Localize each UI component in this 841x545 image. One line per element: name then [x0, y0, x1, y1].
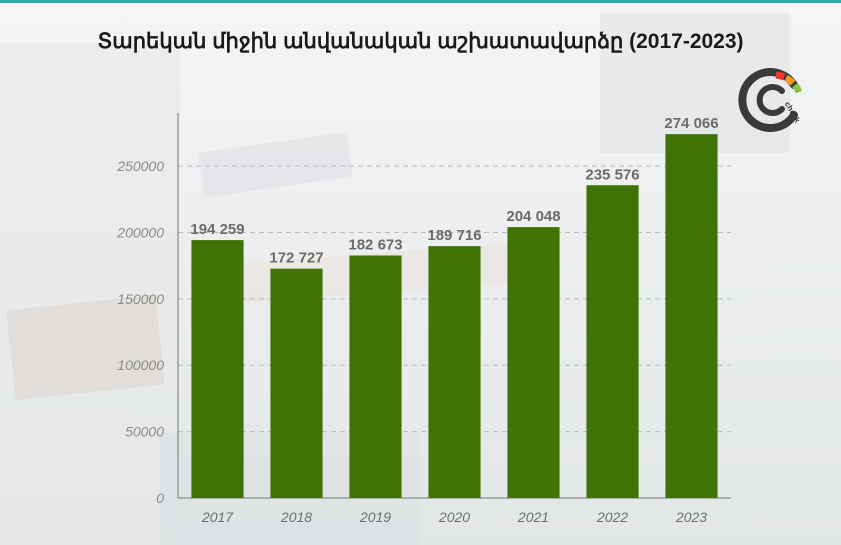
y-tick-label: 50000 — [125, 424, 164, 440]
bar-value-label: 172 727 — [269, 250, 323, 267]
bar-value-label: 274 066 — [664, 115, 718, 132]
cc-check-logo: check — [738, 68, 803, 132]
bar-2018 — [270, 268, 323, 498]
bar-2019 — [349, 255, 402, 498]
bar-2020 — [428, 246, 481, 498]
y-tick-label: 200000 — [116, 224, 164, 240]
y-tick-label: 0 — [156, 490, 164, 506]
bar-2021 — [507, 227, 560, 498]
y-tick-label: 100000 — [117, 357, 164, 373]
bar-value-labels: 194 259 172 727 182 673 189 716 204 048 235 5… — [190, 115, 718, 267]
x-tick-label: 2019 — [359, 509, 391, 525]
x-tick-label: 2018 — [280, 509, 312, 525]
x-tick-label: 2020 — [438, 509, 470, 525]
x-tick-label: 2017 — [201, 509, 234, 525]
bar-value-label: 194 259 — [190, 221, 244, 238]
bar-2023 — [665, 134, 718, 499]
bar-2022 — [586, 185, 639, 498]
gridlines — [178, 165, 731, 433]
bar-value-label: 189 716 — [427, 227, 481, 244]
x-tick-label: 2022 — [596, 509, 628, 525]
chart-title: Տարեկան միջին անվանական աշխատավարձը (201… — [97, 30, 744, 53]
bar-value-label: 204 048 — [506, 208, 560, 225]
x-tick-labels: 2017 2018 2019 2020 2021 2022 2023 — [201, 509, 707, 525]
y-tick-label: 250000 — [116, 158, 164, 174]
x-tick-label: 2023 — [675, 509, 707, 525]
y-tick-labels: 0 50000 100000 150000 200000 250000 — [116, 158, 164, 506]
bars — [191, 134, 718, 499]
y-tick-label: 150000 — [117, 291, 164, 307]
x-tick-label: 2021 — [517, 509, 549, 525]
bar-2017 — [191, 240, 244, 498]
bar-value-label: 235 576 — [585, 166, 639, 183]
bar-chart: 194 259 172 727 182 673 189 716 204 048 235 5… — [116, 113, 731, 525]
bar-value-label: 182 673 — [348, 236, 402, 253]
